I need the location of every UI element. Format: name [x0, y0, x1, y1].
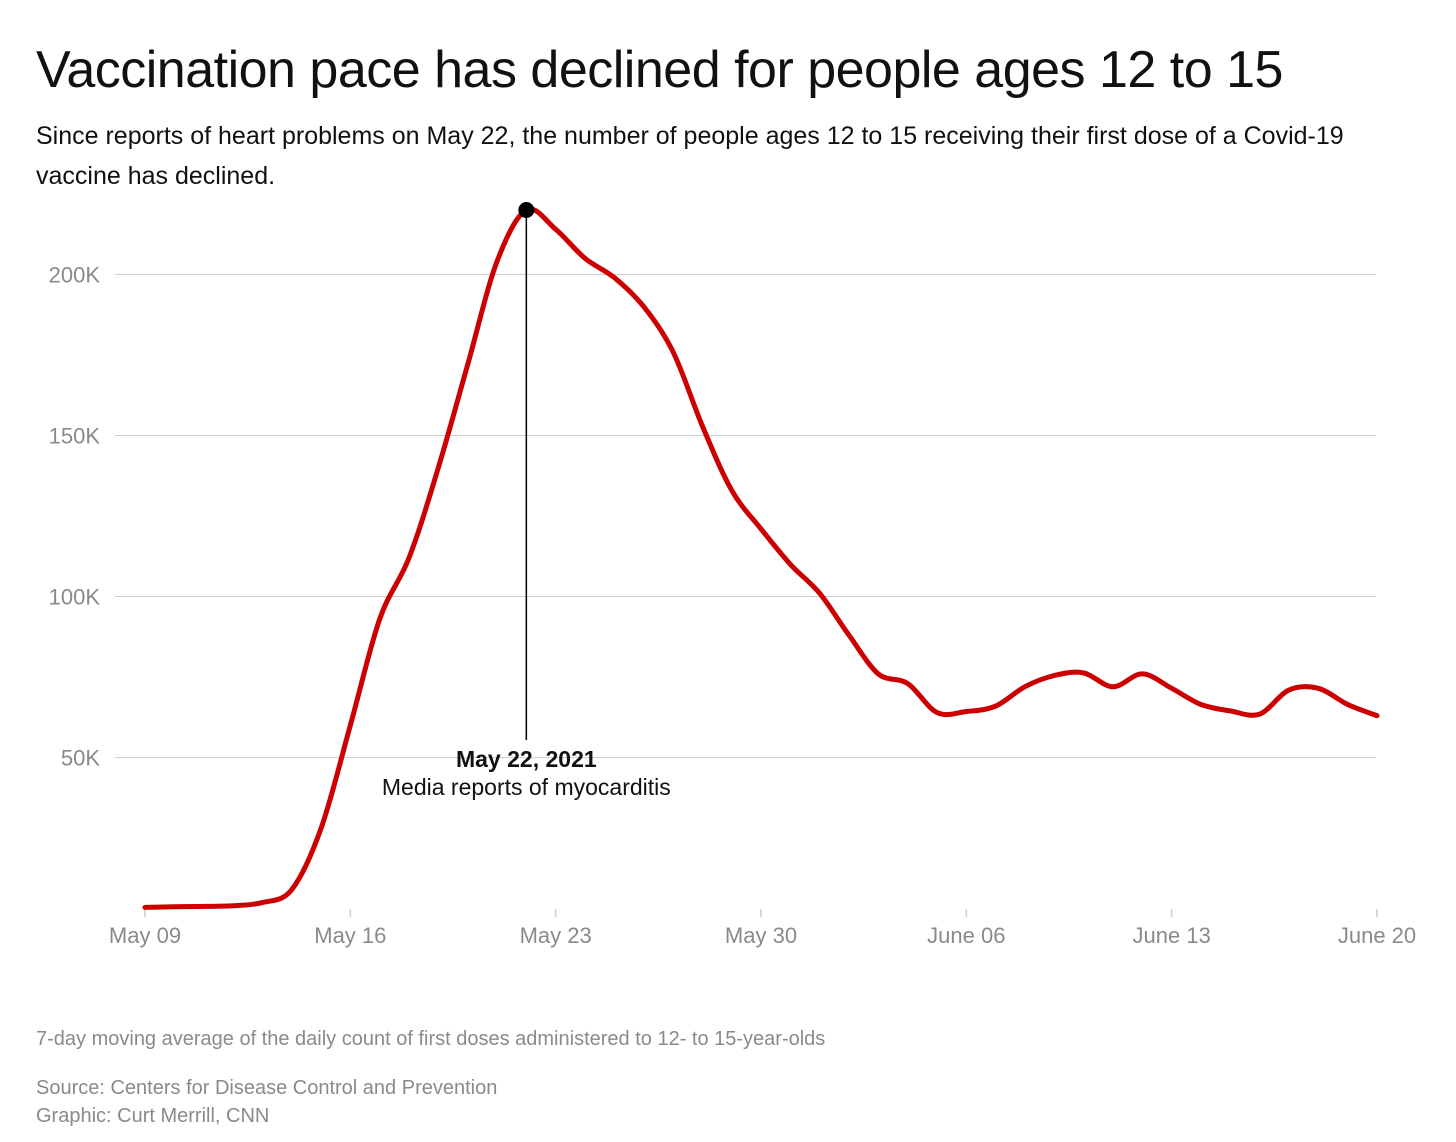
- y-tick-label: 200K: [49, 262, 101, 287]
- annotation-marker: [518, 202, 535, 218]
- chart-footnote: 7-day moving average of the daily count …: [36, 1028, 826, 1050]
- x-tick-label: May 16: [314, 923, 386, 948]
- series-layer: [142, 202, 1380, 910]
- annotation-title: May 22, 2021: [456, 746, 597, 772]
- page-subtitle: Since reports of heart problems on May 2…: [36, 122, 1344, 190]
- grid-lines: [115, 273, 1376, 759]
- x-tick-label: June 06: [927, 923, 1005, 948]
- x-tick-label: June 13: [1133, 923, 1211, 948]
- x-tick-label: May 30: [725, 923, 797, 948]
- page-title: Vaccination pace has declined for people…: [36, 41, 1283, 99]
- y-tick-label: 50K: [61, 746, 100, 771]
- x-tick-label: June 20: [1338, 923, 1416, 948]
- annotation-text: Media reports of myocarditis: [382, 774, 671, 800]
- y-tick-label: 150K: [49, 423, 101, 448]
- axes: 50K 100K 150K 200K May 09 May 16 May 23 May 30 J…: [49, 262, 1417, 948]
- y-tick-label: 100K: [49, 585, 101, 610]
- source-credit: Source: Centers for Disease Control and …: [36, 1077, 498, 1099]
- graphic-credit: Graphic: Curt Merrill, CNN: [36, 1105, 270, 1127]
- series-line: [142, 206, 1380, 910]
- line-chart: 50K 100K 150K 200K May 09 May 16 May 23 May 30 J…: [49, 202, 1417, 948]
- x-tick-label: May 09: [109, 923, 181, 948]
- x-tick-label: May 23: [520, 923, 592, 948]
